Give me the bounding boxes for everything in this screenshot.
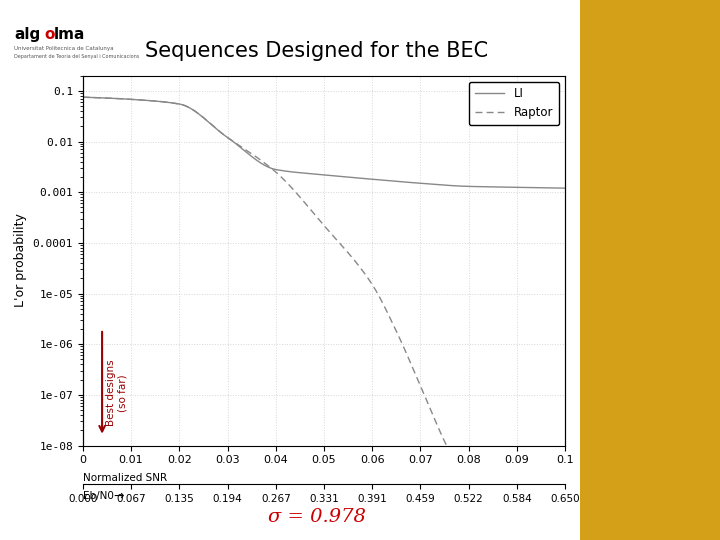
LI bbox=[454, 183, 463, 189]
LI bbox=[274, 167, 282, 173]
LI bbox=[127, 96, 136, 103]
Text: lma: lma bbox=[54, 27, 86, 42]
Line: Raptor: Raptor bbox=[83, 97, 469, 487]
LI bbox=[464, 183, 472, 190]
Legend: LI, Raptor: LI, Raptor bbox=[469, 82, 559, 125]
Text: Universitat Politecnica de Catalunya: Universitat Politecnica de Catalunya bbox=[14, 46, 114, 51]
Text: Sequences Designed for the BEC: Sequences Designed for the BEC bbox=[145, 41, 488, 62]
Raptor bbox=[411, 370, 420, 377]
Text: Best designs
(so far): Best designs (so far) bbox=[106, 360, 127, 426]
LI bbox=[78, 94, 87, 100]
Raptor bbox=[324, 227, 333, 234]
Text: Normalized SNR: Normalized SNR bbox=[83, 473, 167, 483]
Raptor bbox=[372, 287, 380, 293]
Raptor bbox=[302, 202, 311, 208]
Raptor bbox=[78, 94, 87, 100]
Text: alg: alg bbox=[14, 27, 40, 42]
Y-axis label: L'or probability: L'or probability bbox=[14, 214, 27, 307]
Line: LI: LI bbox=[83, 97, 565, 188]
Text: o: o bbox=[45, 27, 55, 42]
LI bbox=[561, 185, 570, 191]
Text: Departament de Teoria del Senyal i Comunicacions: Departament de Teoria del Senyal i Comun… bbox=[14, 54, 140, 59]
Raptor bbox=[464, 484, 473, 490]
Text: →: → bbox=[114, 489, 125, 502]
LI bbox=[291, 169, 300, 176]
Raptor bbox=[102, 95, 111, 102]
Text: Eb/N0: Eb/N0 bbox=[83, 491, 114, 501]
Raptor bbox=[312, 214, 321, 220]
LI bbox=[410, 179, 418, 186]
Text: σ = 0.978: σ = 0.978 bbox=[268, 508, 366, 526]
